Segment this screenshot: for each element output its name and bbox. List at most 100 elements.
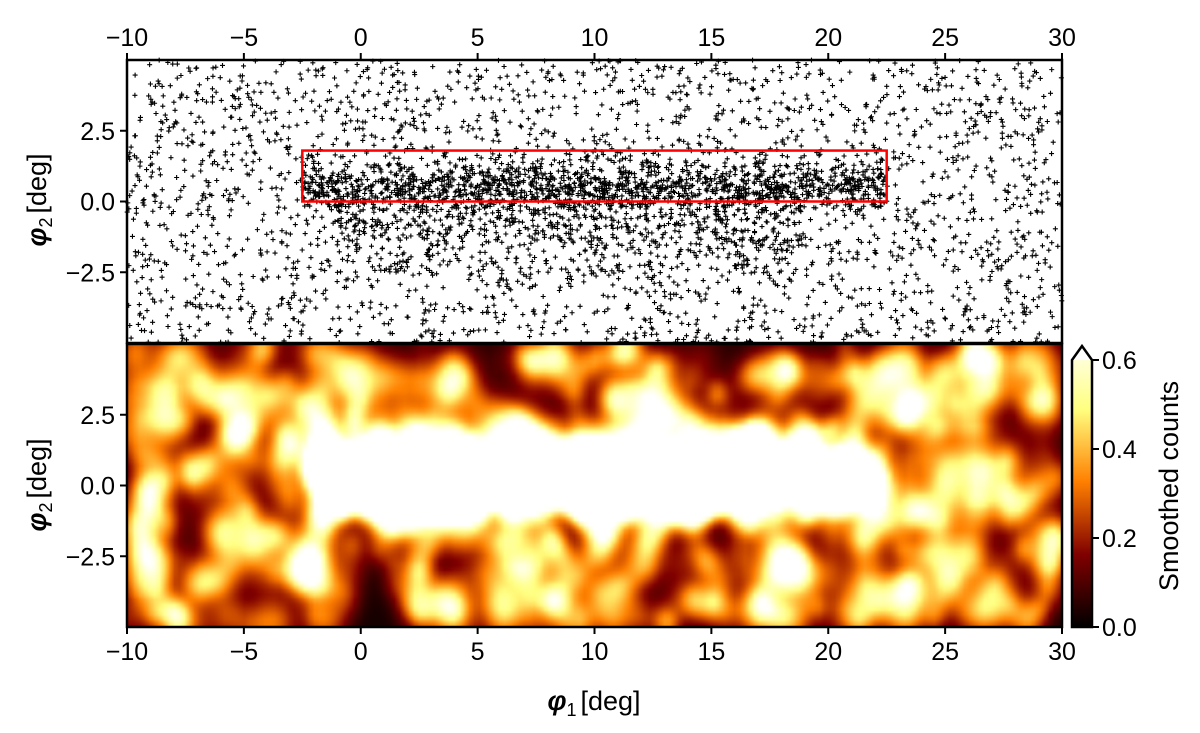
scatter-point bbox=[434, 203, 440, 209]
scatter-point bbox=[351, 278, 357, 284]
scatter-point bbox=[645, 122, 651, 128]
scatter-point bbox=[336, 249, 342, 255]
scatter-point bbox=[810, 259, 816, 265]
scatter-point bbox=[568, 283, 574, 289]
scatter-point bbox=[884, 120, 890, 126]
scatter-point bbox=[1010, 100, 1016, 106]
scatter-point bbox=[396, 155, 402, 161]
scatter-point bbox=[581, 88, 587, 94]
scatter-point bbox=[1039, 209, 1045, 215]
bottom-ytick-label: 0.0 bbox=[80, 473, 115, 501]
scatter-point bbox=[491, 295, 497, 301]
scatter-point bbox=[637, 202, 643, 208]
scatter-point bbox=[913, 107, 919, 113]
scatter-point bbox=[854, 256, 860, 262]
scatter-point bbox=[495, 131, 501, 137]
scatter-point bbox=[195, 206, 201, 212]
scatter-point bbox=[799, 127, 805, 133]
scatter-point bbox=[744, 217, 750, 223]
scatter-point bbox=[469, 163, 475, 169]
scatter-point bbox=[984, 328, 990, 334]
scatter-point bbox=[631, 139, 637, 145]
scatter-point bbox=[397, 127, 403, 133]
scatter-point bbox=[302, 162, 308, 168]
scatter-point bbox=[894, 317, 900, 323]
scatter-point bbox=[804, 302, 810, 308]
scatter-point bbox=[184, 337, 190, 343]
scatter-point bbox=[426, 178, 432, 184]
scatter-point bbox=[294, 197, 300, 203]
scatter-point bbox=[920, 179, 926, 185]
scatter-point bbox=[474, 287, 480, 293]
scatter-point bbox=[993, 110, 999, 116]
scatter-point bbox=[531, 176, 537, 182]
scatter-point bbox=[457, 189, 463, 195]
scatter-point bbox=[524, 192, 530, 198]
scatter-point bbox=[1008, 143, 1014, 149]
scatter-point bbox=[685, 206, 691, 212]
scatter-point bbox=[368, 183, 374, 189]
scatter-point bbox=[804, 195, 810, 201]
scatter-point bbox=[587, 180, 593, 186]
scatter-point bbox=[315, 134, 321, 140]
scatter-point bbox=[282, 176, 288, 182]
scatter-point bbox=[619, 224, 625, 230]
scatter-point bbox=[833, 156, 839, 162]
scatter-point bbox=[820, 281, 826, 287]
scatter-point bbox=[451, 177, 457, 183]
scatter-point bbox=[445, 262, 451, 268]
scatter-point bbox=[528, 126, 534, 132]
scatter-point bbox=[349, 238, 355, 244]
scatter-point bbox=[489, 115, 495, 121]
scatter-point bbox=[492, 193, 498, 199]
scatter-point bbox=[437, 331, 443, 337]
scatter-point bbox=[246, 133, 252, 139]
scatter-point bbox=[840, 170, 846, 176]
scatter-point bbox=[942, 316, 948, 322]
scatter-point bbox=[397, 244, 403, 250]
scatter-point bbox=[397, 88, 403, 94]
scatter-point bbox=[871, 232, 877, 238]
scatter-point bbox=[670, 120, 676, 126]
scatter-point bbox=[284, 86, 290, 92]
scatter-point bbox=[720, 171, 726, 177]
scatter-point bbox=[433, 301, 439, 307]
scatter-point bbox=[639, 167, 645, 173]
scatter-point bbox=[671, 189, 677, 195]
scatter-point bbox=[367, 255, 373, 261]
scatter-point bbox=[573, 104, 579, 110]
scatter-point bbox=[397, 259, 403, 265]
scatter-point bbox=[203, 195, 209, 201]
scatter-point bbox=[1030, 73, 1036, 79]
scatter-point bbox=[517, 123, 523, 129]
scatter-point bbox=[655, 185, 661, 191]
scatter-point bbox=[1056, 282, 1062, 288]
scatter-point bbox=[662, 64, 668, 70]
scatter-point bbox=[937, 149, 943, 155]
scatter-point bbox=[490, 176, 496, 182]
scatter-point bbox=[160, 93, 166, 99]
scatter-point bbox=[712, 229, 718, 235]
scatter-point bbox=[651, 183, 657, 189]
scatter-point bbox=[828, 248, 834, 254]
scatter-point bbox=[525, 226, 531, 232]
scatter-point bbox=[299, 247, 305, 253]
scatter-point bbox=[323, 296, 329, 302]
scatter-point bbox=[449, 183, 455, 189]
scatter-point bbox=[934, 110, 940, 116]
scatter-point bbox=[1018, 244, 1024, 250]
scatter-point bbox=[560, 164, 566, 170]
scatter-point bbox=[128, 144, 134, 150]
scatter-point bbox=[805, 96, 811, 102]
scatter-point bbox=[483, 67, 489, 73]
scatter-point bbox=[1052, 324, 1058, 330]
scatter-point bbox=[788, 75, 794, 81]
scatter-point bbox=[220, 62, 226, 68]
scatter-point bbox=[391, 72, 397, 78]
scatter-point bbox=[490, 138, 496, 144]
scatter-point bbox=[264, 249, 270, 255]
scatter-point bbox=[1013, 107, 1019, 113]
scatter-point bbox=[629, 188, 635, 194]
scatter-point bbox=[354, 274, 360, 280]
scatter-point bbox=[476, 273, 482, 279]
